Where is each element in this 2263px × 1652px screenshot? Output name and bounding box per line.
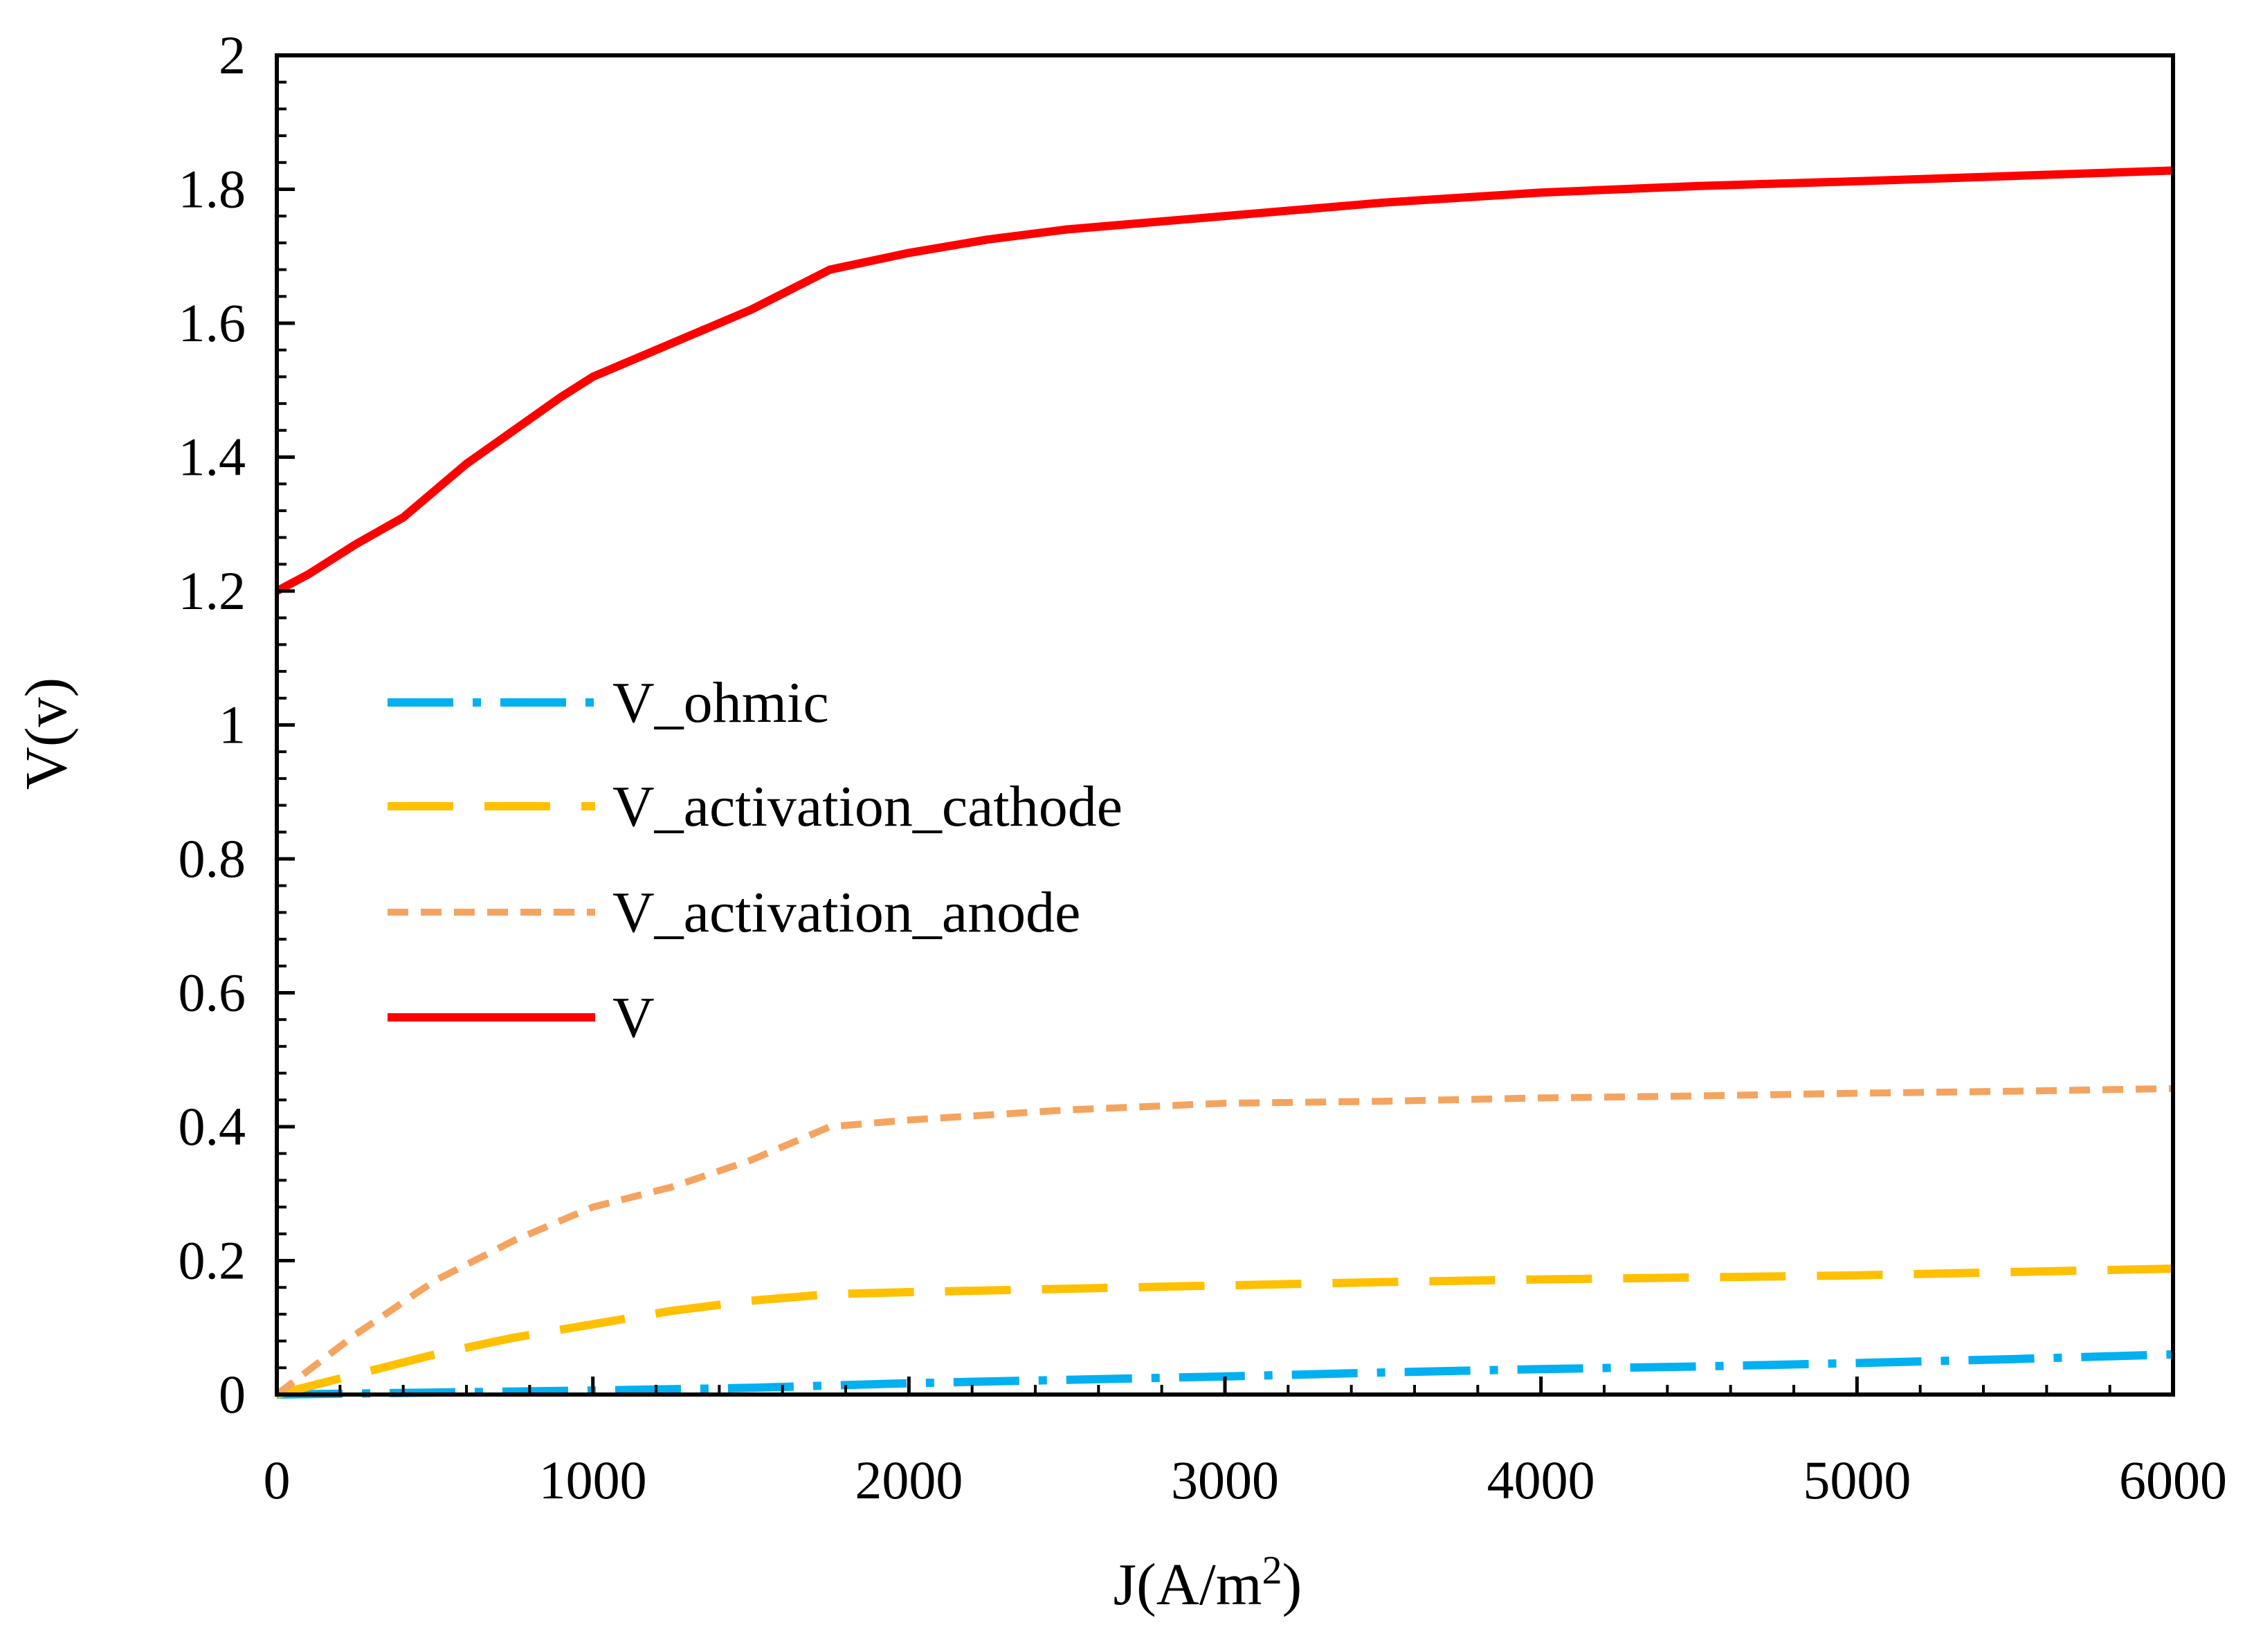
- y-tick-label: 0: [219, 1364, 246, 1424]
- y-axis-title: V(v): [12, 678, 79, 790]
- y-tick-label: 1.4: [179, 427, 246, 487]
- x-tick-label: 6000: [2119, 1450, 2227, 1510]
- y-tick-label: 0.4: [179, 1096, 246, 1156]
- y-tick-label: 1.2: [179, 561, 246, 621]
- x-tick-label: 1000: [539, 1450, 647, 1510]
- x-axis-title-main: J(A/m: [1114, 1551, 1262, 1617]
- y-tick-label: 1.6: [179, 293, 246, 353]
- y-tick-label: 0.8: [179, 828, 246, 889]
- legend-label-v-activation-anode: V_activation_anode: [612, 880, 1080, 945]
- series-line-v: [275, 166, 2174, 595]
- legend: V_ohmic V_activation_cathode V_activation_…: [388, 671, 1123, 1050]
- x-axis-title: J(A/m2): [1114, 1547, 1302, 1617]
- x-axis-title-suffix: ): [1282, 1551, 1302, 1617]
- x-tick-label: 0: [264, 1450, 291, 1510]
- legend-label-v-ohmic: V_ohmic: [612, 671, 829, 735]
- series-line-v-activation-cathode: [275, 1264, 2174, 1399]
- x-tick-label: 4000: [1487, 1450, 1595, 1510]
- x-axis-title-superscript: 2: [1262, 1547, 1282, 1592]
- plot-frame: [275, 53, 2175, 1397]
- x-tick-label: 3000: [1171, 1450, 1279, 1510]
- y-tick-label: 2: [219, 25, 246, 85]
- axis-layer: 0 0.2 0.4 0.6 0.8 1 1.2 1.4 1.6 1.8 2 0 1000 2000 3000…: [179, 25, 2228, 1510]
- x-tick-label: 2000: [855, 1450, 963, 1510]
- legend-label-v-activation-cathode: V_activation_cathode: [612, 774, 1123, 839]
- legend-label-v: V: [612, 986, 655, 1050]
- series-layer: [274, 166, 2174, 1399]
- x-tick-label: 5000: [1803, 1450, 1911, 1510]
- y-tick-label: 0.2: [179, 1231, 246, 1291]
- y-tick-label: 1: [219, 695, 246, 755]
- y-tick-label: 0.6: [179, 963, 246, 1023]
- series-line-v-activation-anode: [274, 1084, 2174, 1397]
- y-tick-label: 1.8: [179, 159, 246, 219]
